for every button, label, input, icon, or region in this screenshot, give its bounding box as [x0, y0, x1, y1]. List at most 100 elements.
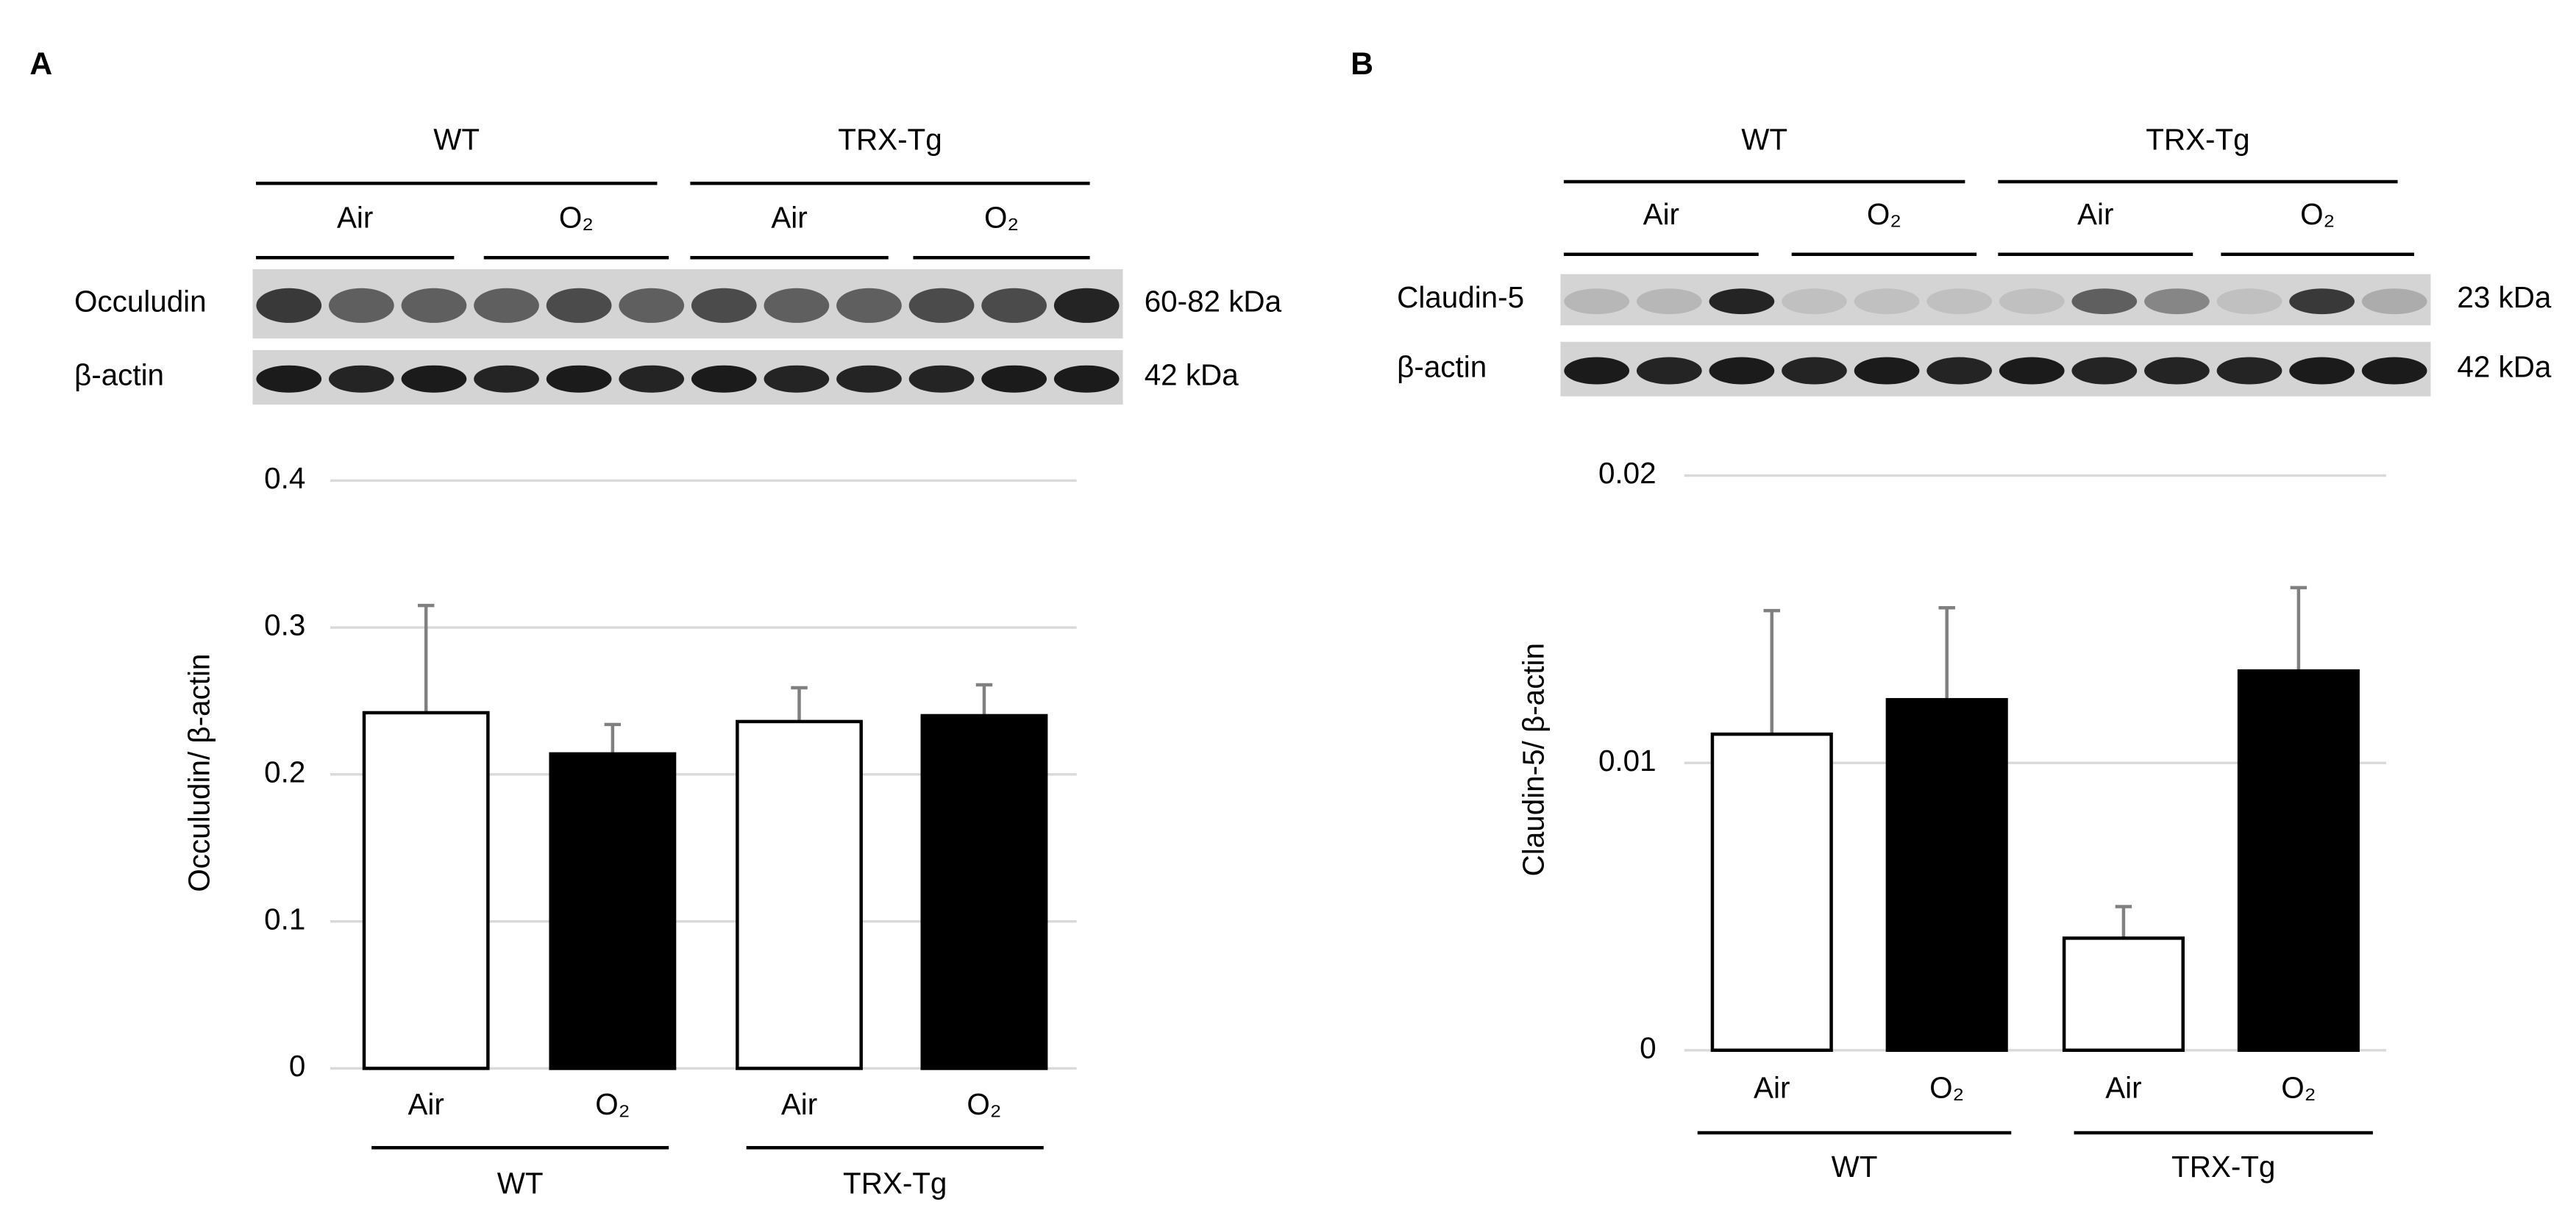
bar: [362, 711, 490, 1070]
blot-band: [546, 288, 612, 323]
y-tick-label: 0.3: [264, 608, 305, 642]
x-tick-label: O₂: [2281, 1070, 2316, 1104]
blot-band: [401, 365, 467, 393]
y-axis-label: Claudin-5/ β-actin: [1516, 643, 1550, 876]
blot-row-name: β-actin: [1397, 349, 1487, 383]
blot-band: [1636, 357, 1702, 385]
blot-band: [1636, 288, 1702, 315]
blot-band: [764, 365, 830, 393]
blot-band: [256, 365, 322, 393]
blot-band: [2144, 288, 2210, 315]
blot-band: [1709, 288, 1775, 315]
y-tick-label: 0.4: [264, 461, 305, 495]
blot-band: [2289, 288, 2355, 315]
blot-band: [619, 288, 685, 323]
blot-band: [401, 288, 467, 323]
blot-group-label: WT: [1741, 123, 1787, 157]
bar: [2237, 669, 2360, 1053]
y-axis-label: Occuludin/ β-actin: [182, 654, 216, 892]
blot-condition-label: Air: [2077, 197, 2113, 231]
blot-band: [1926, 288, 1992, 315]
blot-band: [546, 365, 612, 393]
x-tick-label: O₂: [967, 1087, 1001, 1121]
blot-band: [2361, 288, 2427, 315]
blot-band: [1926, 357, 1992, 385]
bar: [1885, 697, 2008, 1053]
blot-band: [836, 365, 902, 393]
blot-group-label: TRX-Tg: [2146, 123, 2249, 157]
blot-group-label: WT: [433, 123, 480, 157]
blot-band: [1053, 288, 1120, 323]
blot-band: [691, 365, 757, 393]
bar: [1710, 732, 1833, 1053]
blot-row-size: 42 kDa: [2457, 349, 2552, 383]
blot-band: [908, 365, 975, 393]
group-label: TRX-Tg: [843, 1167, 947, 1200]
blot-row-size: 42 kDa: [1145, 358, 1239, 392]
blot-condition-label: O₂: [559, 200, 594, 234]
x-tick-label: O₂: [595, 1087, 630, 1121]
blot-band: [1999, 357, 2065, 385]
blot-condition-label: Air: [1643, 197, 1679, 231]
group-label: WT: [497, 1167, 544, 1200]
group-label: TRX-Tg: [2171, 1150, 2275, 1184]
x-tick-label: Air: [2105, 1070, 2141, 1104]
y-tick-label: 0: [1640, 1031, 1656, 1064]
bar: [2062, 936, 2185, 1053]
blot-band: [981, 288, 1047, 323]
blot-row-size: 60-82 kDa: [1145, 285, 1282, 319]
bar: [920, 714, 1048, 1070]
blot-strip: [252, 268, 1123, 339]
blot-band: [1782, 357, 1847, 385]
blot-band: [1782, 288, 1847, 315]
blot-strip: [252, 349, 1123, 405]
blot-group-label: TRX-Tg: [838, 123, 942, 157]
blot-band: [1564, 357, 1630, 385]
y-tick-label: 0: [289, 1049, 305, 1083]
blot-condition-label: O₂: [984, 200, 1019, 234]
group-label: WT: [1832, 1150, 1878, 1184]
blot-row-name: β-actin: [74, 358, 164, 392]
blot-band: [328, 365, 394, 393]
blot-band: [1999, 288, 2065, 315]
blot-band: [2144, 357, 2210, 385]
x-tick-label: Air: [781, 1087, 817, 1121]
blot-band: [1564, 288, 1630, 315]
panel-label: A: [29, 46, 52, 82]
blot-strip: [1560, 274, 2431, 326]
blot-condition-label: O₂: [1867, 197, 1901, 231]
blot-condition-label: O₂: [2300, 197, 2335, 231]
blot-band: [1854, 288, 1920, 315]
bar: [736, 719, 863, 1070]
y-tick-label: 0.02: [1598, 456, 1657, 490]
blot-band: [908, 288, 975, 323]
blot-strip: [1560, 341, 2431, 396]
x-tick-label: Air: [408, 1087, 444, 1121]
blot-band: [2071, 288, 2138, 315]
blot-band: [1053, 365, 1120, 393]
blot-band: [2071, 357, 2138, 385]
panel-label: B: [1351, 46, 1373, 82]
x-tick-label: O₂: [1929, 1070, 1964, 1104]
blot-band: [2216, 288, 2283, 315]
blot-band: [2216, 357, 2283, 385]
y-tick-label: 0.01: [1598, 744, 1657, 778]
blot-band: [2361, 357, 2427, 385]
blot-band: [1854, 357, 1920, 385]
blot-band: [474, 365, 539, 393]
blot-band: [2289, 357, 2355, 385]
blot-condition-label: Air: [771, 200, 807, 234]
blot-band: [619, 365, 685, 393]
blot-row-name: Claudin-5: [1397, 280, 1524, 314]
bar: [549, 752, 677, 1070]
blot-band: [328, 288, 394, 323]
blot-row-size: 23 kDa: [2457, 280, 2552, 314]
blot-band: [256, 288, 322, 323]
blot-row-name: Occuludin: [74, 285, 207, 319]
blot-band: [764, 288, 830, 323]
blot-band: [474, 288, 539, 323]
x-tick-label: Air: [1754, 1070, 1790, 1104]
blot-condition-label: Air: [337, 200, 373, 234]
y-tick-label: 0.2: [264, 755, 305, 789]
